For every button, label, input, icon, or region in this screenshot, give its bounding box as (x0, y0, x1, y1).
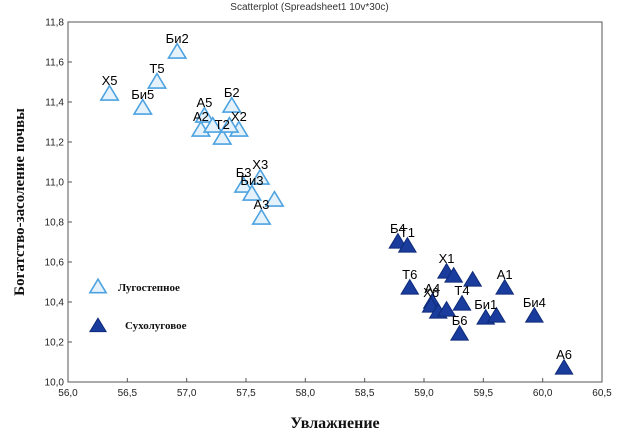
x-tick-label: 58,0 (296, 388, 316, 399)
point-label: Х5 (102, 73, 118, 88)
point-label: Би4 (523, 295, 546, 310)
y-tick-label: 11,2 (45, 138, 64, 149)
y-tick-label: 10,8 (45, 218, 65, 229)
data-point-lugostepnoe (167, 42, 188, 59)
point-label: Б2 (224, 85, 240, 100)
point-label: Т1 (400, 225, 415, 240)
x-axis-label: Увлажнение (290, 415, 379, 432)
data-point-lugostepnoe (219, 116, 240, 133)
point-label: Би3 (240, 173, 263, 188)
data-point-sukholugovoe (486, 306, 506, 323)
point-label: Т4 (454, 283, 469, 298)
data-point-sukholugovoe (400, 278, 420, 295)
axis-ticks: 56,0 56,5 57,0 57,5 58,0 58,5 59,0 59,5 60,0 60,5… (45, 18, 613, 400)
data-point-sukholugovoe (436, 300, 457, 317)
data-point-sukholugovoe (388, 232, 408, 249)
point-label: Би2 (166, 31, 189, 46)
point-label: А2 (193, 109, 209, 124)
x-tick-label: 59,5 (474, 388, 494, 399)
data-point-lugostepnoe (250, 168, 271, 185)
point-label: Т6 (402, 267, 417, 282)
x-tick-label: 59,0 (414, 388, 434, 399)
legend-marker-lugostepnoe (88, 277, 108, 294)
point-label: А4 (424, 281, 440, 296)
legend-label-lugostepnoe: Лугостепное (118, 282, 180, 294)
data-point-lugostepnoe (251, 208, 272, 225)
y-tick-label: 11,8 (45, 18, 64, 29)
y-tick-label: 10,0 (45, 378, 65, 389)
data-point-lugostepnoe (146, 72, 168, 89)
point-label: Х6 (423, 285, 439, 300)
point-label: Б3 (236, 165, 252, 180)
data-point-lugostepnoe (241, 184, 263, 201)
x-tick-label: 56,5 (118, 388, 138, 399)
data-point-sukholugovoe (554, 358, 574, 375)
point-label: Би5 (131, 87, 154, 102)
y-tick-label: 10,4 (45, 298, 65, 309)
data-point-lugostepnoe (132, 98, 153, 115)
data-point-lugostepnoe (212, 128, 233, 145)
point-label: Т2 (215, 117, 230, 132)
point-label: Би1 (474, 297, 497, 312)
x-tick-label: 57,5 (236, 388, 256, 399)
point-label: Т5 (149, 61, 164, 76)
data-point-sukholugovoe (524, 306, 544, 323)
x-tick-label: 60,5 (592, 388, 612, 399)
point-label: Х1 (439, 251, 455, 266)
point-label: Б6 (452, 313, 468, 328)
x-tick-label: 57,0 (177, 388, 197, 399)
data-point-lugostepnoe (194, 106, 215, 123)
x-tick-label: 60,0 (533, 388, 553, 399)
chart-title: Scatterplot (Spreadsheet1 10v*30c) (230, 2, 389, 13)
y-tick-label: 11,0 (45, 178, 64, 189)
point-label: А5 (197, 95, 213, 110)
y-tick-label: 11,6 (45, 58, 64, 69)
data-point-sukholugovoe (463, 270, 483, 287)
data-point-sukholugovoe (495, 278, 515, 295)
legend: Лугостепное Сухолуговое (88, 277, 187, 333)
x-tick-label: 56,0 (58, 388, 78, 399)
y-axis-label: Богатство-засоление почвы (12, 108, 28, 296)
data-point-lugostepnoe (99, 84, 120, 101)
y-tick-label: 10,2 (45, 338, 65, 349)
data-points (99, 42, 574, 375)
x-tick-label: 58,5 (355, 388, 375, 399)
data-point-sukholugovoe (450, 324, 470, 341)
data-point-lugostepnoe (221, 96, 242, 113)
point-label: Х2 (231, 109, 247, 124)
data-point-lugostepnoe (233, 176, 254, 193)
y-tick-label: 10,6 (45, 258, 65, 269)
y-tick-label: 11,4 (45, 98, 64, 109)
point-label: А3 (253, 197, 269, 212)
legend-label-sukholugovoe: Сухолуговое (125, 320, 187, 332)
point-label: Б4 (390, 221, 406, 236)
legend-marker-sukholugovoe (88, 317, 108, 333)
point-label: А6 (556, 347, 572, 362)
data-point-sukholugovoe (444, 266, 464, 283)
point-label: Х3 (252, 157, 268, 172)
point-label: А1 (497, 267, 513, 282)
data-point-sukholugovoe (397, 236, 417, 253)
data-point-lugostepnoe (264, 190, 285, 207)
data-point-sukholugovoe (452, 294, 472, 311)
data-point-lugostepnoe (202, 116, 223, 133)
